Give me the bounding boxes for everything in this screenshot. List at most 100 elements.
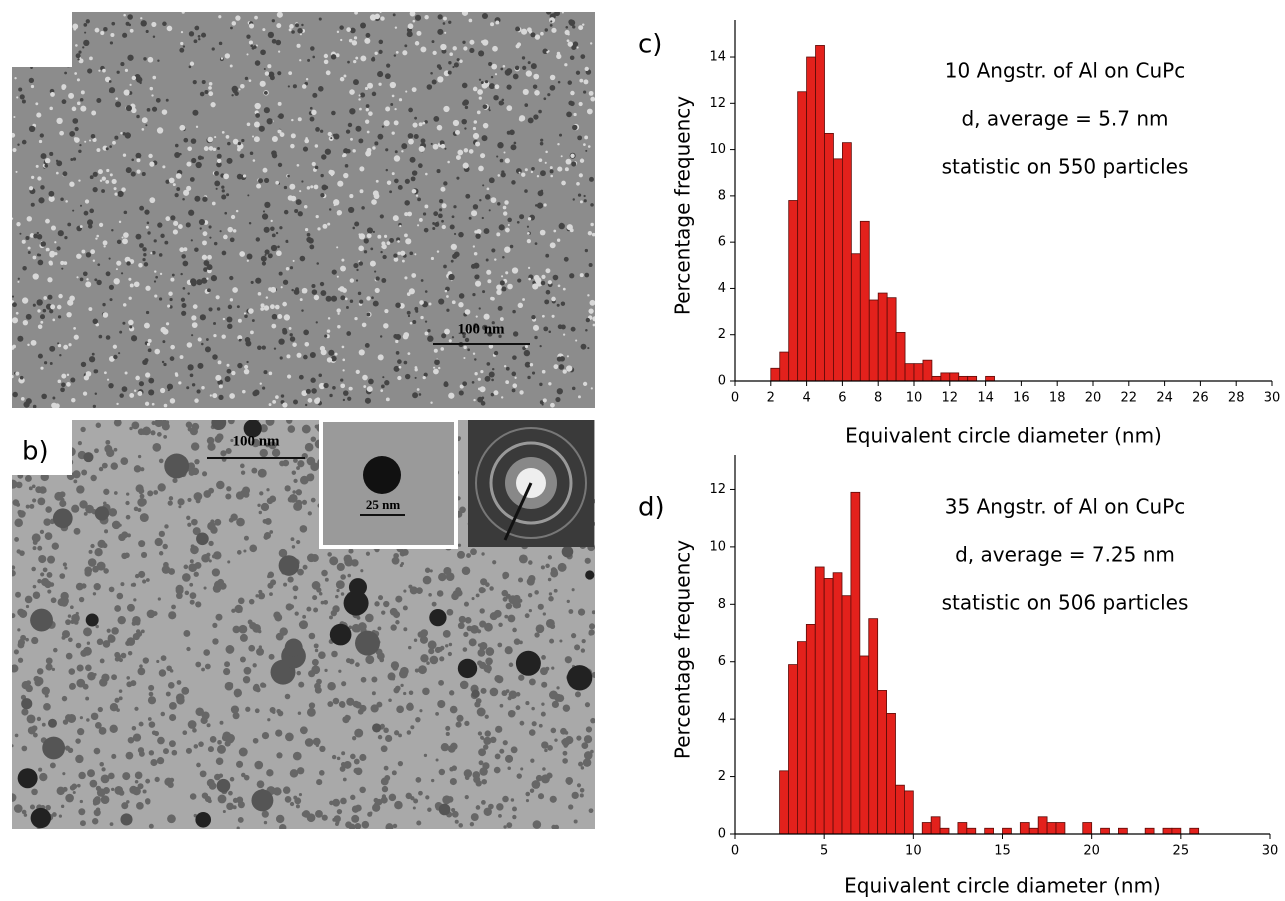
grain (200, 314, 206, 320)
grain (91, 111, 96, 116)
bar (789, 201, 798, 382)
particle (148, 685, 154, 691)
particle (518, 599, 522, 603)
grain (58, 230, 64, 236)
y-tick-label: 12 (709, 482, 726, 497)
grain (78, 179, 80, 181)
grain (507, 284, 513, 290)
particle (494, 610, 502, 618)
grain (539, 158, 543, 162)
grain (202, 240, 207, 245)
particle (53, 508, 73, 528)
grain (245, 341, 251, 347)
particle (146, 578, 150, 582)
particle (302, 811, 308, 817)
grain (297, 353, 302, 358)
bar (878, 690, 887, 834)
particle (97, 788, 105, 796)
grain (297, 44, 301, 48)
particle (33, 540, 38, 545)
grain (48, 261, 52, 265)
grain (346, 331, 351, 336)
particle (540, 667, 548, 675)
particle (190, 559, 194, 563)
grain (262, 261, 266, 265)
grain (565, 167, 569, 171)
x-axis-label: Equivalent circle diameter (nm) (845, 424, 1162, 448)
y-tick-label: 6 (718, 654, 726, 669)
particle (126, 515, 131, 520)
grain (242, 390, 246, 394)
grain (264, 178, 269, 183)
particle (495, 726, 502, 733)
grain (71, 398, 75, 402)
particle (236, 518, 245, 527)
grain (439, 199, 443, 203)
bar (797, 642, 806, 834)
grain (359, 108, 362, 111)
particle (79, 500, 87, 508)
grain (394, 155, 400, 161)
grain (146, 311, 149, 314)
grain (10, 375, 13, 378)
particle (109, 587, 115, 593)
grain (432, 40, 435, 43)
grain (485, 376, 491, 382)
grain (85, 199, 89, 203)
particle (148, 696, 156, 704)
grain (212, 354, 218, 360)
grain (589, 300, 595, 306)
grain (367, 131, 370, 134)
grain (414, 117, 417, 120)
grain (384, 120, 390, 126)
grain (364, 250, 367, 253)
particle (481, 800, 486, 805)
grain (162, 329, 168, 335)
grain (373, 190, 379, 196)
grain (96, 148, 100, 152)
particle (80, 716, 83, 719)
particle (182, 573, 191, 582)
grain (476, 316, 478, 318)
particle (425, 568, 430, 573)
grain (293, 400, 298, 405)
grain (498, 306, 503, 311)
panel-label: d) (638, 493, 665, 523)
particle (303, 565, 308, 570)
grain (377, 71, 383, 77)
grain (154, 349, 160, 355)
grain (81, 250, 85, 254)
grain (531, 167, 535, 171)
grain (584, 136, 588, 140)
grain (329, 208, 331, 210)
particle (501, 590, 508, 597)
grain (22, 99, 26, 103)
grain (45, 219, 50, 224)
grain (359, 94, 361, 96)
grain (569, 20, 575, 26)
grain (463, 46, 467, 50)
particle (335, 595, 339, 599)
particle (140, 513, 149, 522)
grain (298, 117, 302, 121)
grain (52, 319, 55, 322)
grain (209, 146, 214, 151)
particle (21, 746, 27, 752)
particle (396, 706, 404, 714)
particle (432, 602, 437, 607)
grain (117, 240, 122, 245)
particle (251, 789, 273, 811)
particle (307, 457, 316, 466)
particle (285, 733, 294, 742)
particle (32, 498, 36, 502)
particle (169, 740, 176, 747)
grain (145, 286, 150, 291)
grain (305, 404, 307, 406)
grain (231, 371, 235, 375)
grain (538, 110, 542, 114)
grain (431, 257, 434, 260)
particle (14, 649, 19, 654)
particle (584, 751, 593, 760)
grain (341, 259, 344, 262)
grain (308, 398, 313, 403)
